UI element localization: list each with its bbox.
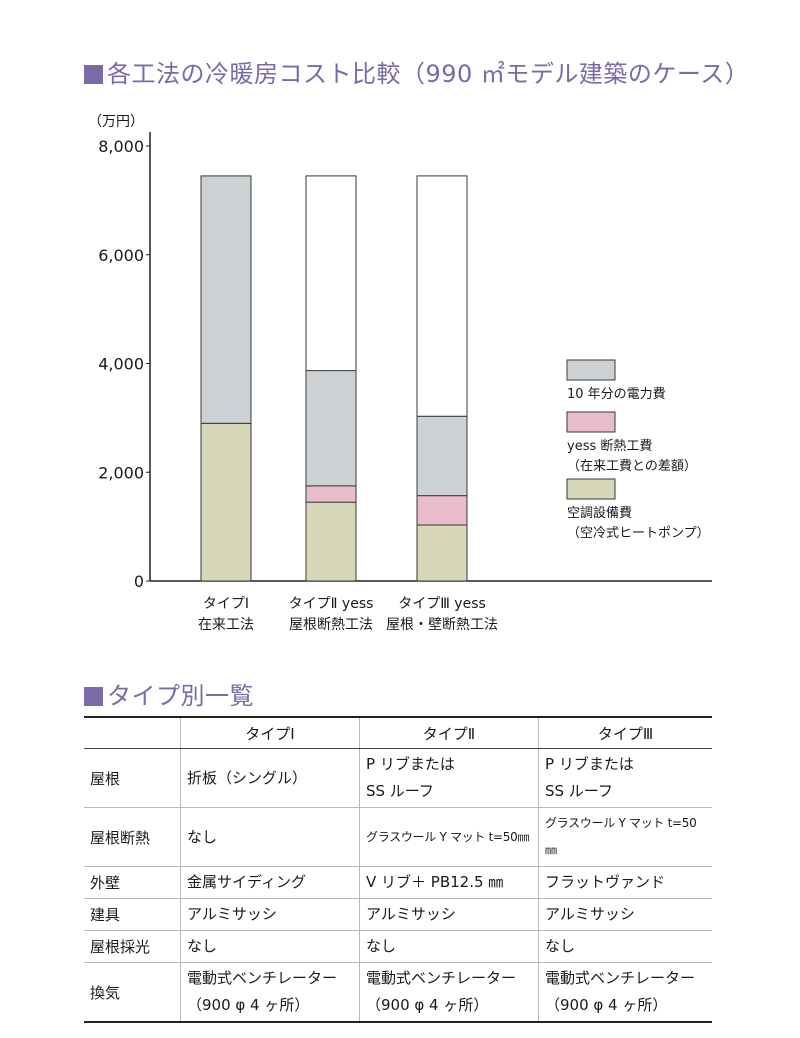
cell-text: SS ルーフ: [545, 782, 613, 800]
table-header-row: タイプⅠ タイプⅡ タイプⅢ: [84, 716, 712, 749]
table-row: 外壁 金属サイディング V リブ＋ PB12.5 ㎜ フラットヴァンド: [84, 866, 712, 899]
header-cell: タイプⅡ: [359, 716, 539, 749]
x-tick-label: 屋根断熱工法: [289, 617, 373, 633]
cost-chart: （万円） 0 2,000 4,000 6,000 8,000 タイプⅠ 在来工法 タイプⅡ ye…: [88, 114, 712, 633]
table-row: 建具 アルミサッシ アルミサッシ アルミサッシ: [84, 898, 712, 931]
cell-text: グラスウール Y マット t=50㎜: [545, 816, 697, 857]
x-tick-label: 在来工法: [198, 617, 254, 633]
y-tick-label: 4,000: [98, 355, 144, 374]
y-unit-label: （万円）: [88, 114, 144, 130]
table-title: タイプ別一覧: [107, 682, 254, 710]
header-cell: タイプⅠ: [180, 716, 360, 749]
x-tick-label: タイプⅡ yess: [289, 596, 374, 612]
bar-segment: [416, 524, 468, 582]
table-heading: タイプ別一覧: [84, 676, 254, 711]
table-cell: なし: [180, 930, 360, 963]
table-row: 屋根採光 なし なし なし: [84, 930, 712, 963]
cell-text: アルミサッシ: [545, 905, 635, 923]
chart-heading: 各工法の冷暖房コスト比較（990 ㎡モデル建築のケース）: [84, 54, 749, 89]
cell-text: なし: [545, 937, 576, 955]
bar-segment: [305, 485, 357, 503]
cell-text: （900 φ 4 ヶ所）: [366, 996, 489, 1014]
table-cell: グラスウール Y マット t=50㎜: [538, 807, 712, 867]
heading-square-icon: [84, 687, 103, 706]
y-tick-label: 2,000: [98, 463, 144, 482]
table-row: 屋根断熱 なし グラスウール Y マット t=50㎜ グラスウール Y マット t=5…: [84, 807, 712, 867]
table-cell: アルミサッシ: [180, 898, 360, 931]
table-cell: P リブまたは SS ルーフ: [538, 748, 712, 808]
cell-text: 電動式ベンチレーター: [187, 969, 338, 987]
table-cell: なし: [180, 807, 360, 867]
legend-swatch: [566, 478, 616, 500]
cell-text: V リブ＋ PB12.5 ㎜: [366, 873, 504, 891]
cell-text: アルミサッシ: [187, 905, 277, 923]
legend-label: 空調設備費: [567, 505, 632, 521]
row-header: 屋根: [84, 748, 181, 808]
cell-text: 折板（シングル）: [187, 768, 308, 787]
bar-segment: [416, 415, 468, 497]
legend-label: 10 年分の電力費: [567, 387, 666, 402]
table-cell: グラスウール Y マット t=50㎜: [359, 807, 539, 867]
x-tick-label: 屋根・壁断熱工法: [386, 617, 498, 633]
cell-text: P リブまたは: [366, 755, 455, 773]
y-tick-label: 8,000: [98, 137, 144, 156]
table-cell: なし: [538, 930, 712, 963]
cell-text: P リブまたは: [545, 755, 634, 773]
cell-text: （900 φ 4 ヶ所）: [187, 996, 310, 1014]
table-cell: 金属サイディング: [180, 866, 360, 899]
bar-segment: [200, 175, 252, 424]
row-header: 屋根採光: [84, 930, 181, 963]
header-cell: タイプⅢ: [538, 716, 712, 749]
y-tick-label: 6,000: [98, 246, 144, 265]
header-cell: [84, 716, 181, 749]
y-tick-label: 0: [134, 572, 144, 591]
table-cell: なし: [359, 930, 539, 963]
cell-text: 電動式ベンチレーター: [366, 969, 517, 987]
legend-swatch: [566, 411, 616, 433]
table-cell: P リブまたは SS ルーフ: [359, 748, 539, 808]
table-row: 屋根 折板（シングル） P リブまたは SS ルーフ P リブまたは SS ルーフ: [84, 748, 712, 808]
row-header: 換気: [84, 962, 181, 1023]
table-cell: アルミサッシ: [359, 898, 539, 931]
chart-title: 各工法の冷暖房コスト比較（990 ㎡モデル建築のケース）: [107, 60, 750, 88]
legend-swatch: [566, 359, 616, 381]
legend-label: （空冷式ヒートポンプ）: [567, 526, 710, 541]
table-cell: V リブ＋ PB12.5 ㎜: [359, 866, 539, 899]
cell-text: SS ルーフ: [366, 782, 434, 800]
row-header: 建具: [84, 898, 181, 931]
table-cell: 電動式ベンチレーター （900 φ 4 ヶ所）: [359, 962, 539, 1023]
table-row: 換気 電動式ベンチレーター （900 φ 4 ヶ所） 電動式ベンチレーター （900 φ…: [84, 962, 712, 1023]
table-cell: 折板（シングル）: [180, 748, 360, 808]
table-cell: 電動式ベンチレーター （900 φ 4 ヶ所）: [538, 962, 712, 1023]
bar-segment: [305, 501, 357, 582]
bar-segment: [416, 495, 468, 526]
legend-label: （在来工費との差額）: [567, 459, 697, 474]
bar-segment: [305, 175, 357, 372]
x-tick-label: タイプⅠ: [203, 596, 249, 612]
heading-square-icon: [84, 65, 103, 84]
cell-text: なし: [187, 827, 218, 846]
row-header: 外壁: [84, 866, 181, 899]
type-spec-table: タイプⅠ タイプⅡ タイプⅢ 屋根 折板（シングル） P リブまたは SS ルーフ P …: [84, 716, 712, 1023]
cell-text: なし: [187, 937, 218, 955]
legend-label: yess 断熱工費: [567, 439, 652, 454]
table-cell: フラットヴァンド: [538, 866, 712, 899]
x-tick-label: タイプⅢ yess: [398, 596, 486, 612]
cell-text: 金属サイディング: [187, 873, 306, 891]
cell-text: アルミサッシ: [366, 905, 456, 923]
cell-text: 電動式ベンチレーター: [545, 969, 696, 987]
row-header: 屋根断熱: [84, 807, 181, 867]
bar-segment: [200, 422, 252, 582]
bar-segment: [416, 175, 468, 417]
table-cell: 電動式ベンチレーター （900 φ 4 ヶ所）: [180, 962, 360, 1023]
cell-text: グラスウール Y マット t=50㎜: [366, 829, 530, 844]
table-cell: アルミサッシ: [538, 898, 712, 931]
cell-text: フラットヴァンド: [545, 873, 666, 891]
cell-text: （900 φ 4 ヶ所）: [545, 996, 668, 1014]
bar-segment: [305, 370, 357, 487]
cell-text: なし: [366, 937, 397, 955]
